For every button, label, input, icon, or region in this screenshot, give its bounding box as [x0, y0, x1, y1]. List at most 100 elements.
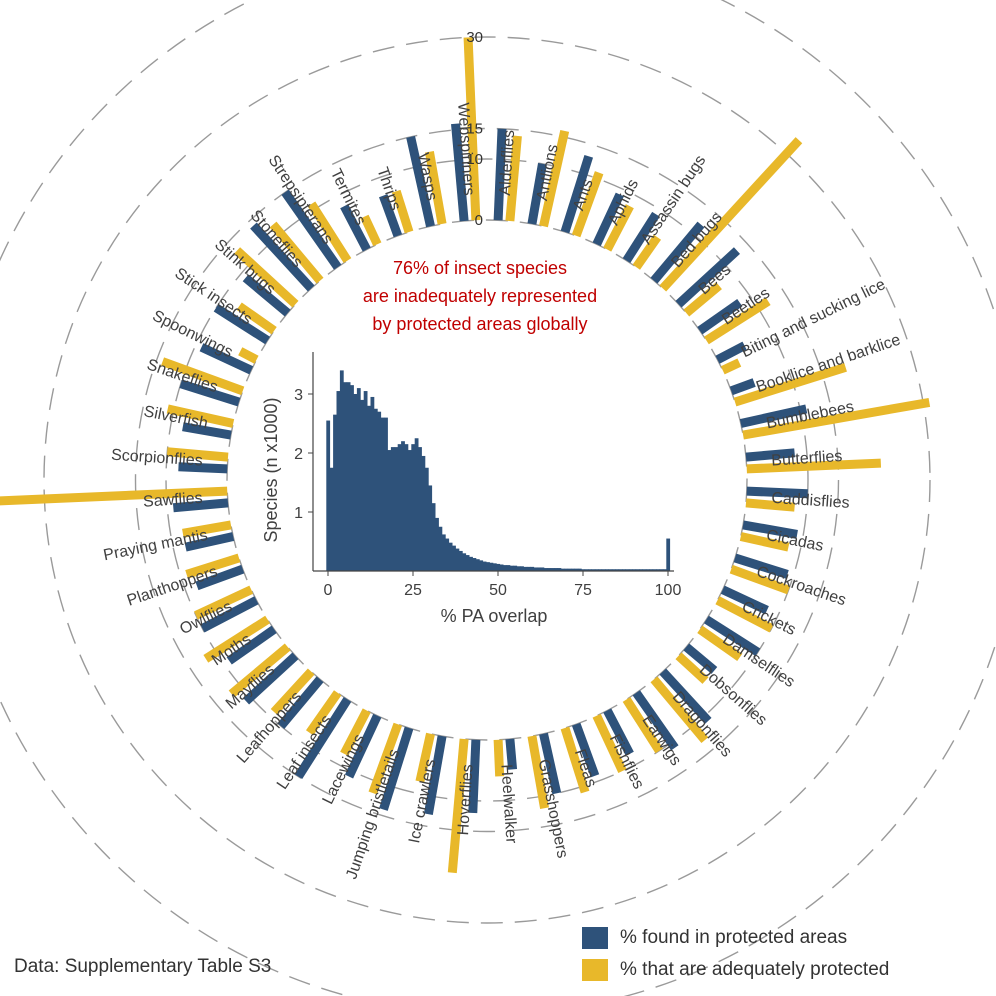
histogram-bin-46 [482, 561, 487, 571]
histogram-bin-2 [333, 414, 337, 571]
histogram-bin-55 [513, 565, 518, 571]
histogram-bin-33 [438, 526, 443, 571]
histogram-y-ticks: 1 2 3 [294, 387, 313, 522]
histogram-x-tick-100: 100 [655, 582, 682, 599]
category-label-sawflies: Sawflies [143, 490, 204, 511]
histogram-bin-62 [537, 567, 541, 571]
histogram-bin-27 [418, 447, 422, 571]
histogram-bin-7 [350, 385, 354, 571]
legend-swatch-adequate [582, 959, 608, 981]
histogram-bin-28 [421, 455, 426, 571]
histogram-bin-51 [499, 564, 504, 571]
histogram-bin-1 [329, 467, 334, 571]
category-label-webspinners: Webspinners [454, 102, 477, 196]
histogram-bin-72 [571, 568, 575, 571]
histogram-bin-29 [424, 467, 429, 571]
histogram-bin-38 [455, 548, 460, 571]
bar-dobsonflies-adequate [675, 652, 709, 684]
bar-cicadas-adequate [739, 532, 790, 552]
radial-bars [0, 37, 931, 874]
bar-crickets-adequate [715, 596, 774, 633]
histogram-x-tick-0: 0 [324, 582, 333, 599]
histogram-bin-54 [509, 565, 514, 571]
histogram-bin-4 [339, 370, 344, 571]
histogram-bin-52 [503, 565, 507, 571]
histogram-bin-17 [384, 417, 388, 571]
histogram-bin-26 [414, 438, 419, 571]
bar-fishflies-protected [603, 708, 634, 756]
bar-antlions-protected [527, 163, 547, 225]
radial-tick-labels: 010153045 [466, 29, 483, 229]
histogram-bin-94 [645, 569, 650, 571]
category-label-bed-bugs: Bed bugs [668, 209, 725, 271]
histogram-bin-45 [479, 560, 484, 571]
bar-leaf-insects-protected [294, 696, 352, 780]
histogram-bin-50 [496, 563, 501, 571]
bar-jumping-bristletails-adequate [368, 722, 403, 795]
radial-tick-0: 0 [475, 212, 483, 229]
bar-antlions-adequate [539, 129, 570, 228]
bar-leafhoppers-protected [277, 676, 324, 729]
bar-lacewings-adequate [340, 708, 371, 756]
bar-strepsipterans-protected [281, 189, 342, 270]
histogram-bin-5 [343, 382, 348, 571]
bar-thrips-adequate [391, 189, 414, 234]
gridline-ring-10 [165, 158, 809, 802]
bar-fishflies-adequate [592, 713, 627, 773]
histogram-bin-35 [445, 538, 450, 571]
histogram-bin-32 [435, 517, 439, 571]
histogram-bin-84 [611, 569, 616, 571]
bar-beetles-protected [697, 298, 743, 335]
bar-mayflies-adequate [228, 643, 291, 698]
histogram-bin-91 [635, 569, 640, 571]
histogram-bin-96 [652, 569, 657, 571]
bar-damselflies-protected [703, 615, 761, 657]
gridline-ring-0 [226, 219, 748, 741]
histogram-bin-37 [452, 545, 456, 571]
histogram-bin-53 [506, 565, 511, 571]
histogram-bin-31 [431, 503, 436, 571]
bar-jumping-bristletails-protected [379, 726, 414, 811]
histogram-bin-3 [336, 391, 341, 571]
bar-fleas-adequate [560, 726, 590, 794]
bar-snakeflies-protected [179, 379, 241, 407]
category-label-praying-mantis: Praying mantis [102, 527, 209, 564]
category-label-thrips: Thrips [373, 165, 403, 213]
histogram-bin-34 [441, 534, 446, 571]
bar-leafhoppers-adequate [270, 668, 315, 716]
bar-beetles-adequate [703, 297, 771, 345]
category-label-heelwalker: Heelwalker [497, 764, 519, 845]
histogram-bin-23 [404, 444, 409, 571]
histogram-x-tick-75: 75 [574, 582, 592, 599]
histogram-bin-30 [428, 485, 433, 571]
bar-cockroaches-protected [733, 553, 789, 579]
bar-damselflies-adequate [697, 625, 743, 662]
bar-caddisflies-protected [746, 486, 808, 499]
bar-bumblebees-adequate [742, 397, 931, 440]
bar-bed-bugs-adequate [659, 137, 803, 292]
histogram-bin-71 [567, 568, 572, 571]
bar-earwigs-protected [632, 690, 679, 751]
bar-alderflies-protected [493, 128, 507, 221]
bar-scorpionflies-protected [178, 462, 228, 474]
histogram-bin-15 [377, 411, 382, 571]
bar-dragonflies-protected [659, 668, 712, 725]
bar-stink-bugs-protected [242, 274, 291, 317]
bar-stick-insects-protected [213, 303, 271, 345]
bar-biting-and-sucking-lice-protected [715, 341, 747, 364]
histogram-bin-73 [574, 568, 579, 571]
bar-heelwalker-protected [505, 738, 518, 770]
bar-owlflies-adequate [194, 585, 254, 620]
bar-planthoppers-adequate [185, 553, 241, 579]
bar-thrips-protected [378, 194, 403, 238]
gridline-ring-30 [43, 36, 931, 924]
histogram-bin-19 [390, 447, 395, 571]
histogram-y-label: Species (n x1000) [261, 397, 281, 542]
bar-stink-bugs-adequate [233, 247, 299, 308]
bar-praying-mantis-protected [184, 532, 235, 552]
histogram-bin-13 [370, 396, 375, 571]
legend-swatch-protected [582, 927, 608, 949]
bar-bees-protected [675, 247, 741, 308]
histogram-bin-87 [622, 569, 626, 571]
